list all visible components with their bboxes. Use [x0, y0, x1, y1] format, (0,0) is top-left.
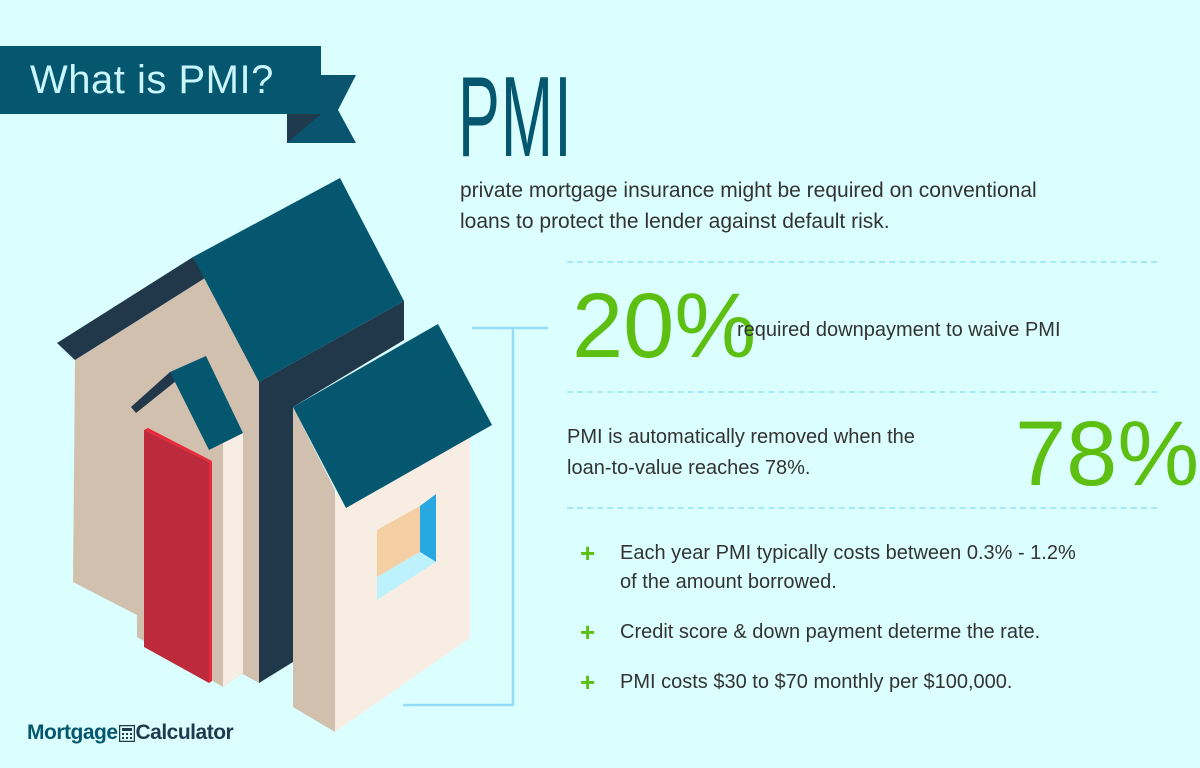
- logo-text-calculator: Calculator: [135, 721, 234, 744]
- stat-text-line: PMI is automatically removed when the: [567, 426, 915, 448]
- bullet-item: + Each year PMI typically costs between …: [580, 539, 1076, 597]
- description-line: private mortgage insurance might be requ…: [460, 179, 1037, 202]
- page-title: PMI: [458, 54, 573, 181]
- door: [144, 428, 212, 683]
- description: private mortgage insurance might be requ…: [460, 175, 1037, 237]
- plus-icon: +: [580, 667, 596, 697]
- bullet-text: Credit score & down payment determe the …: [620, 621, 1041, 643]
- bullet-text: of the amount borrowed.: [620, 571, 837, 593]
- plus-icon: +: [580, 538, 596, 568]
- logo: Mortgage Calculator: [27, 721, 234, 745]
- stat-value-20: 20%: [572, 275, 757, 377]
- banner-title: What is PMI?: [30, 58, 274, 102]
- stat-text-78: PMI is automatically removed when the lo…: [567, 422, 915, 484]
- bullet-text: PMI costs $30 to $70 monthly per $100,00…: [620, 671, 1013, 693]
- calculator-icon: [118, 724, 135, 742]
- divider: [567, 261, 1157, 263]
- window: [377, 494, 436, 600]
- stat-value-78: 78%: [1015, 403, 1200, 505]
- stat-text-line: loan-to-value reaches 78%.: [567, 457, 811, 479]
- plus-icon: +: [580, 617, 596, 647]
- logo-text-mortgage: Mortgage: [27, 721, 118, 744]
- stat-text-20: required downpayment to waive PMI: [737, 319, 1061, 341]
- bullet-item: + PMI costs $30 to $70 monthly per $100,…: [580, 668, 1012, 697]
- bullet-text: Each year PMI typically costs between 0.…: [620, 542, 1076, 564]
- description-line: loans to protect the lender against defa…: [460, 210, 890, 233]
- house-illustration: [57, 178, 492, 732]
- divider: [567, 391, 1157, 393]
- title-banner: [0, 46, 356, 143]
- bracket-lines: [403, 326, 548, 707]
- divider: [567, 507, 1157, 509]
- bullet-item: + Credit score & down payment determe th…: [580, 618, 1040, 647]
